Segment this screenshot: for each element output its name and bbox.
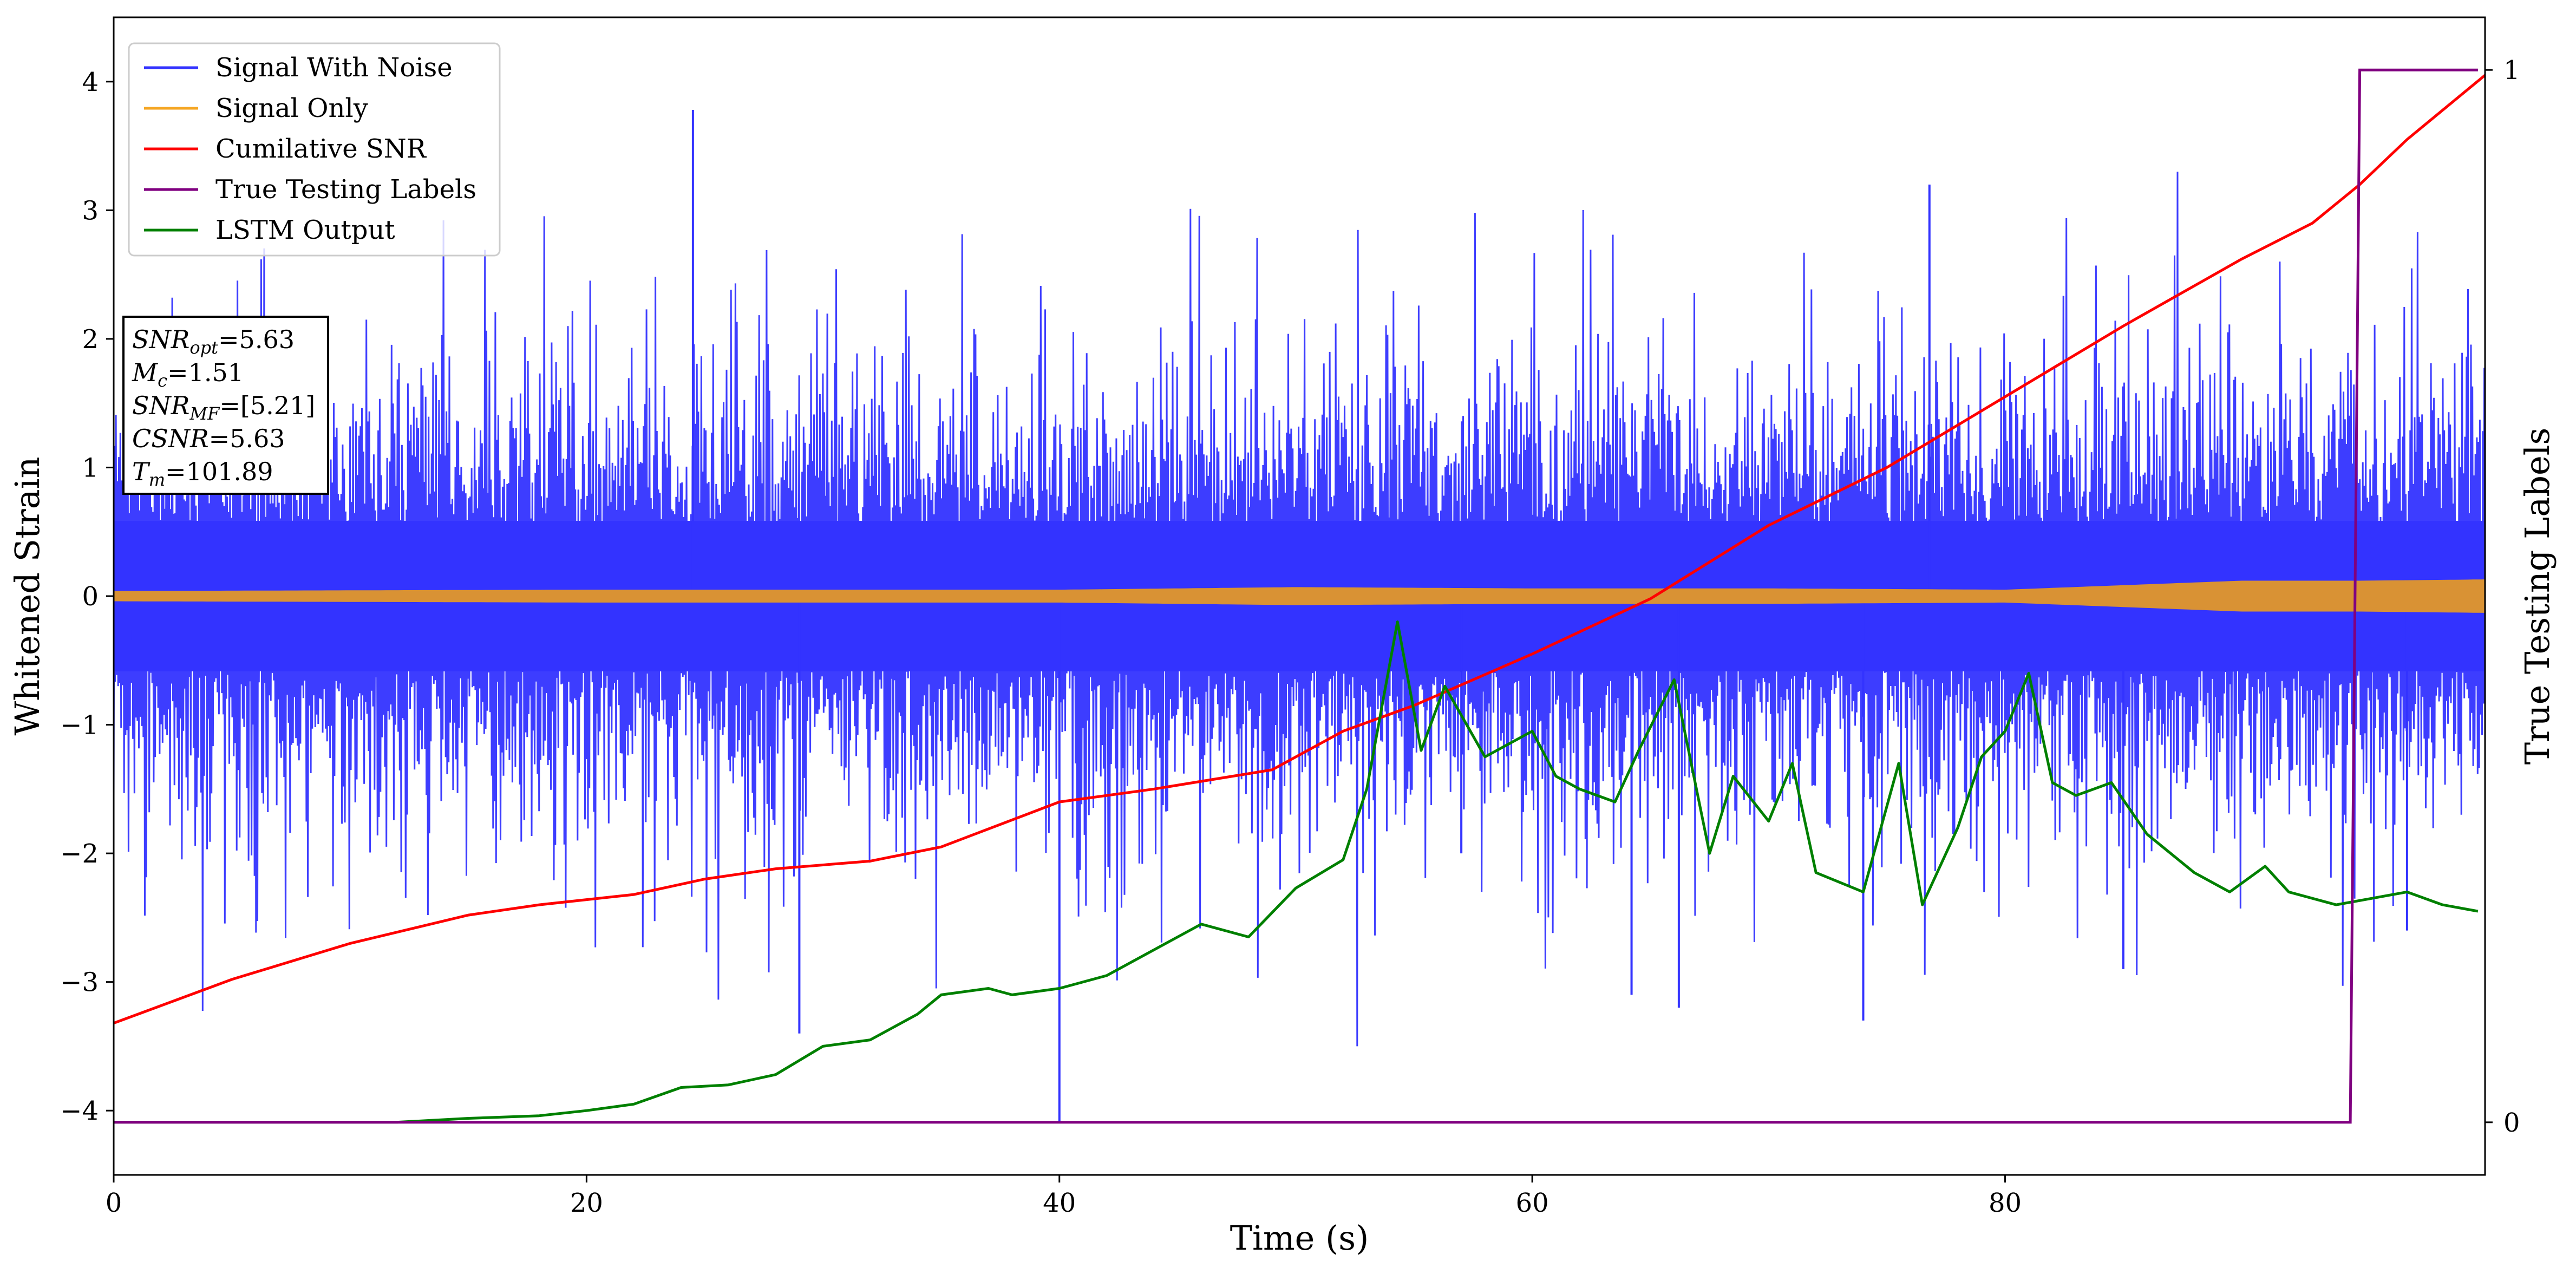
- y2-tick-label: 1: [2503, 55, 2520, 86]
- x-tick-label: 0: [106, 1188, 122, 1218]
- info-line-label: SNR: [132, 325, 189, 354]
- x-tick-label: 80: [1989, 1188, 2022, 1218]
- legend-label-signal_only: Signal Only: [215, 93, 368, 123]
- legend-label-cumulative_snr: Cumilative SNR: [215, 134, 427, 164]
- info-line: Tm=101.89: [132, 457, 273, 490]
- lstm-output-line: [114, 620, 2479, 1124]
- info-line-subscript: c: [158, 370, 167, 391]
- parameter-info-box: SNRopt=5.63Mc=1.51SNRMF=[5.21]CSNR=5.63T…: [122, 316, 329, 495]
- info-line-label: CSNR: [132, 424, 209, 453]
- signal-only-layer: [114, 579, 2485, 613]
- true-testing-labels-line: [114, 68, 2478, 1124]
- info-line-value: =1.51: [167, 358, 244, 387]
- info-line-value: =5.63: [209, 424, 285, 453]
- info-line-value: =101.89: [165, 457, 273, 486]
- legend: Signal With Noise Signal Only Cumilative S…: [128, 42, 501, 257]
- info-line: SNRopt=5.63: [132, 325, 295, 358]
- signal-only-band: [114, 579, 2485, 613]
- y2-tick-label: 0: [2503, 1108, 2520, 1138]
- info-line-subscript: m: [149, 469, 165, 490]
- x-tick-label: 40: [1043, 1188, 1076, 1218]
- info-box-frame: [122, 316, 329, 495]
- y-tick-label: 1: [82, 453, 99, 483]
- y-tick-label: −2: [60, 839, 99, 869]
- y-tick-label: 0: [82, 582, 99, 612]
- legend-box: [128, 42, 501, 257]
- legend-label-lstm_output: LSTM Output: [215, 215, 395, 245]
- legend-label-signal_with_noise: Signal With Noise: [215, 53, 453, 83]
- info-line: Mc=1.51: [132, 358, 244, 391]
- info-line: SNRMF=[5.21]: [132, 391, 315, 424]
- info-line-label: T: [132, 457, 151, 486]
- x-tick-label: 20: [570, 1188, 603, 1218]
- info-line-value: =5.63: [218, 325, 295, 354]
- y-tick-label: 4: [82, 67, 99, 97]
- info-line-label: SNR: [132, 391, 189, 420]
- y2-axis-label: True Testing Labels: [2518, 428, 2557, 765]
- info-line: CSNR=5.63: [132, 424, 285, 453]
- x-axis-label: Time (s): [1230, 1218, 1369, 1258]
- info-line-subscript: MF: [189, 403, 220, 424]
- info-line-subscript: opt: [189, 337, 218, 358]
- series-layer: [114, 68, 2485, 1124]
- y-axis-label: Whitened Strain: [8, 457, 47, 736]
- x-tick-label: 60: [1516, 1188, 1549, 1218]
- y-tick-label: 3: [82, 195, 99, 226]
- info-line-value: =[5.21]: [219, 391, 315, 420]
- legend-label-true_labels: True Testing Labels: [215, 174, 476, 205]
- y-tick-label: −3: [60, 968, 99, 998]
- y-tick-label: 2: [82, 324, 99, 355]
- y-tick-label: −4: [60, 1096, 99, 1126]
- cumulative-snr-line: [114, 74, 2485, 1025]
- info-line-label: M: [132, 358, 159, 387]
- y-tick-label: −1: [60, 710, 99, 741]
